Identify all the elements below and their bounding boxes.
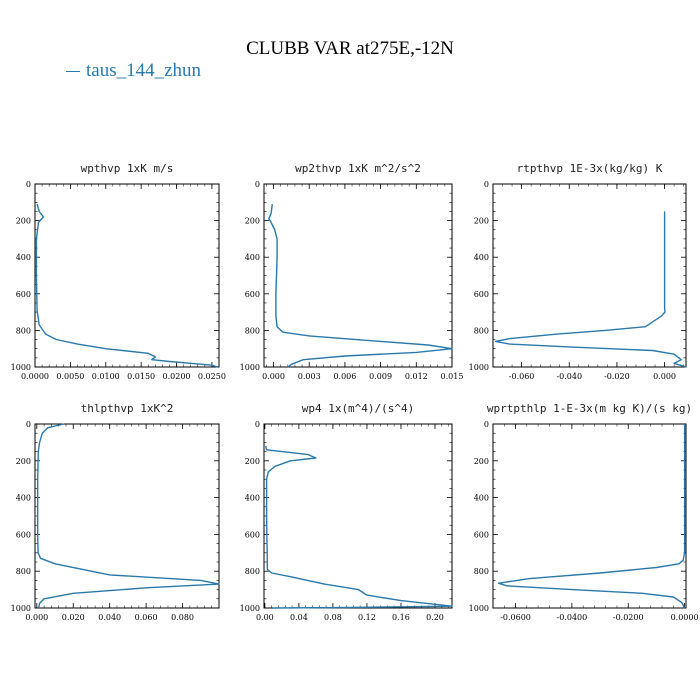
y-tick-label: 200	[245, 217, 260, 226]
plot-frame	[263, 423, 453, 609]
y-tick-label: 600	[474, 290, 489, 299]
x-tick-label: 0.003	[298, 372, 321, 381]
y-tick-label: 400	[474, 253, 489, 262]
y-tick-label: 200	[16, 457, 31, 466]
x-tick-label: 0.00	[256, 613, 274, 622]
series-line	[494, 211, 687, 368]
y-tick-label: 0	[255, 420, 260, 429]
y-tick-label: 400	[474, 494, 489, 503]
y-tick-label: 1000	[11, 363, 31, 372]
y-tick-label: 1000	[469, 363, 489, 372]
x-tick-label: 0.20	[426, 613, 444, 622]
x-tick-label: 0.0250	[198, 372, 226, 381]
y-tick-label: 400	[16, 494, 31, 503]
x-tick-label: -0.040	[556, 372, 582, 381]
x-tick-label: 0.000	[262, 372, 285, 381]
y-tick-label: 600	[16, 290, 31, 299]
x-tick-label: 0.006	[333, 372, 356, 381]
x-tick-label: 0.080	[171, 613, 194, 622]
y-tick-label: 800	[474, 567, 489, 576]
y-tick-label: 200	[245, 457, 260, 466]
y-tick-label: 0	[255, 180, 260, 189]
y-tick-label: 600	[245, 530, 260, 539]
x-tick-label: 0.0050	[56, 372, 84, 381]
y-tick-label: 400	[245, 253, 260, 262]
x-tick-label: 0.000	[25, 613, 48, 622]
x-tick-label: 0.0100	[92, 372, 120, 381]
x-tick-label: 0.04	[290, 613, 308, 622]
y-tick-label: 600	[474, 530, 489, 539]
x-tick-label: -0.0400	[557, 613, 588, 622]
y-tick-label: 800	[16, 567, 31, 576]
panel-title: wp4 1x(m^4)/(s^4)	[302, 402, 415, 415]
x-tick-label: -0.020	[604, 372, 630, 381]
plot-frame	[492, 183, 687, 368]
x-tick-label: 0.000	[653, 372, 676, 381]
x-tick-label: 0.08	[324, 613, 342, 622]
y-tick-label: 600	[245, 290, 260, 299]
plot-frame	[34, 183, 220, 368]
series-line	[265, 445, 453, 609]
x-tick-label: 0.0000	[671, 613, 699, 622]
y-tick-label: 400	[245, 494, 260, 503]
legend-line-swatch	[66, 71, 80, 73]
y-tick-label: 1000	[469, 604, 489, 613]
panel-title: thlpthvp 1xK^2	[81, 402, 174, 415]
panel-title: wp2thvp 1xK m^2/s^2	[295, 162, 421, 175]
series-line	[497, 424, 686, 609]
x-tick-label: 0.015	[441, 372, 464, 381]
y-tick-label: 200	[16, 217, 31, 226]
legend: taus_144_zhun	[66, 60, 201, 82]
y-tick-label: 200	[474, 217, 489, 226]
y-tick-label: 800	[245, 567, 260, 576]
x-tick-label: 0.020	[62, 613, 85, 622]
y-tick-label: 1000	[11, 604, 31, 613]
x-tick-label: 0.009	[369, 372, 392, 381]
y-tick-label: 400	[16, 253, 31, 262]
panel-title: wprtpthlp 1-E-3x(m kg K)/(s kg)	[487, 402, 692, 415]
y-tick-label: 1000	[240, 604, 260, 613]
legend-label: taus_144_zhun	[86, 60, 202, 81]
series-line	[35, 203, 218, 368]
figure-title: CLUBB VAR at275E,-12N	[246, 38, 454, 59]
y-tick-label: 0	[26, 420, 31, 429]
series-line	[268, 204, 453, 368]
y-tick-label: 800	[16, 326, 31, 335]
y-tick-label: 0	[26, 180, 31, 189]
panel-title: rtpthvp 1E-3x(kg/kg) K	[517, 162, 663, 175]
x-tick-label: 0.12	[358, 613, 376, 622]
series-line	[37, 423, 220, 609]
y-tick-label: 600	[16, 530, 31, 539]
y-tick-label: 0	[484, 420, 489, 429]
x-tick-label: 0.0200	[163, 372, 191, 381]
x-tick-label: -0.0200	[613, 613, 644, 622]
y-tick-label: 800	[474, 326, 489, 335]
x-tick-label: -0.0600	[500, 613, 531, 622]
y-tick-label: 800	[245, 326, 260, 335]
x-tick-label: 0.16	[392, 613, 410, 622]
x-tick-label: 0.0150	[127, 372, 155, 381]
panel-title: wpthvp 1xK m/s	[81, 162, 174, 175]
x-tick-label: 0.060	[135, 613, 158, 622]
x-tick-label: 0.012	[405, 372, 428, 381]
y-tick-label: 0	[484, 180, 489, 189]
y-tick-label: 200	[474, 457, 489, 466]
y-tick-label: 1000	[240, 363, 260, 372]
x-tick-label: 0.040	[98, 613, 121, 622]
x-tick-label: 0.0000	[21, 372, 49, 381]
x-tick-label: -0.060	[509, 372, 535, 381]
